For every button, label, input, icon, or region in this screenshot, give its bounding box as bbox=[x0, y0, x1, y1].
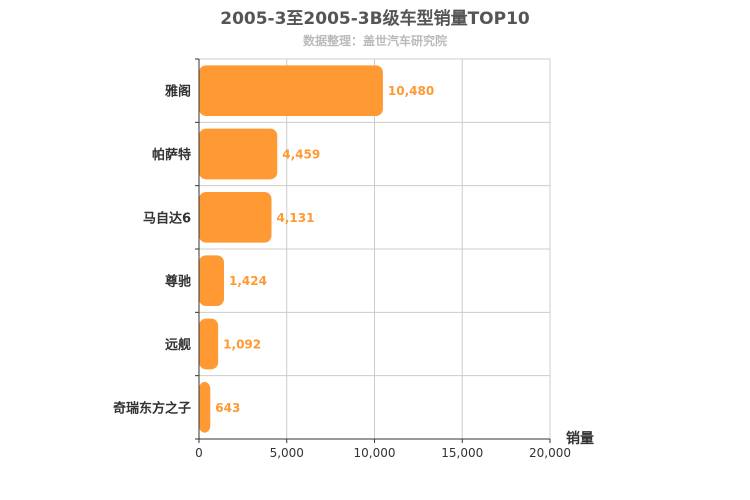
data-label: 4,131 bbox=[276, 211, 314, 225]
chart-title: 2005-3至2005-3B级车型销量TOP10 bbox=[220, 9, 530, 29]
category-label: 尊驰 bbox=[165, 274, 191, 290]
bar bbox=[199, 192, 272, 243]
x-tick-label: 15,000 bbox=[441, 446, 483, 460]
x-tick-label: 20,000 bbox=[529, 446, 571, 460]
bar bbox=[199, 128, 278, 180]
x-tick-label: 5,000 bbox=[270, 446, 304, 460]
category-label: 远舰 bbox=[165, 337, 191, 353]
data-label: 4,459 bbox=[282, 148, 320, 162]
bar bbox=[199, 318, 219, 370]
x-tick-label: 10,000 bbox=[354, 446, 396, 460]
chart-subtitle: 数据整理：盖世汽车研究院 bbox=[302, 34, 447, 48]
bars: 10,480 4,459 4,131 1,424 1,092 643 bbox=[199, 65, 434, 433]
data-label: 643 bbox=[215, 401, 240, 415]
bar bbox=[199, 382, 211, 433]
category-label: 帕萨特 bbox=[152, 147, 191, 163]
bar bbox=[199, 255, 224, 306]
category-label: 奇瑞东方之子 bbox=[113, 400, 191, 416]
x-axis-title: 销量 bbox=[566, 430, 594, 447]
category-label: 雅阁 bbox=[165, 84, 191, 100]
data-label: 1,092 bbox=[223, 338, 261, 352]
data-label: 1,424 bbox=[229, 274, 267, 288]
data-label: 10,480 bbox=[388, 84, 434, 98]
category-label: 马自达6 bbox=[143, 210, 191, 226]
bar bbox=[199, 65, 383, 116]
x-tick-label: 0 bbox=[195, 446, 203, 460]
